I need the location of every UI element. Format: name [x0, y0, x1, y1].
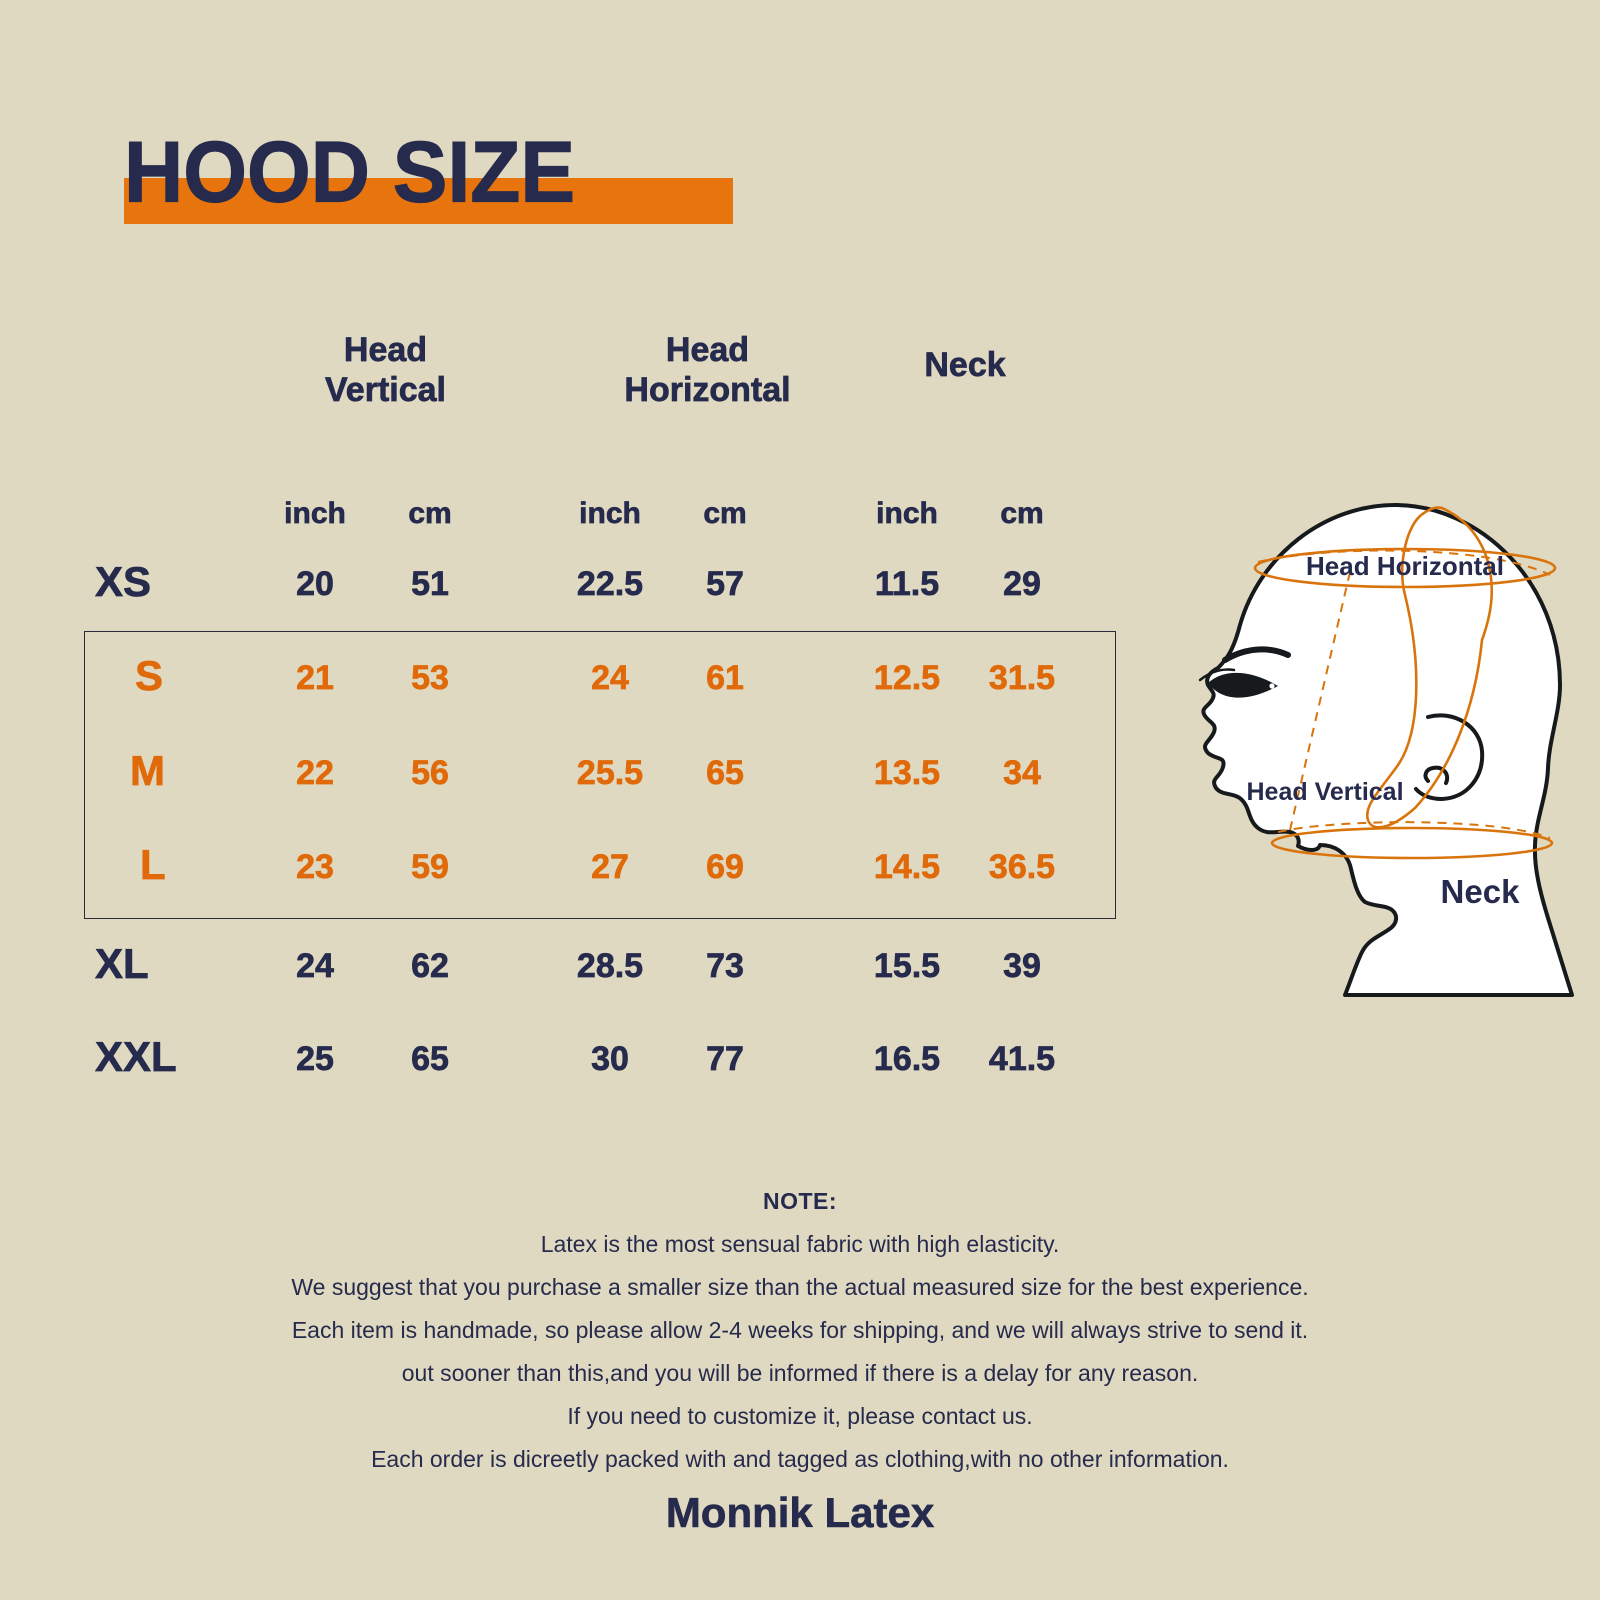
svg-text:Head Vertical: Head Vertical	[1246, 778, 1403, 806]
svg-text:Head Horizontal: Head Horizontal	[1306, 551, 1504, 581]
svg-text:Neck: Neck	[1441, 873, 1521, 910]
